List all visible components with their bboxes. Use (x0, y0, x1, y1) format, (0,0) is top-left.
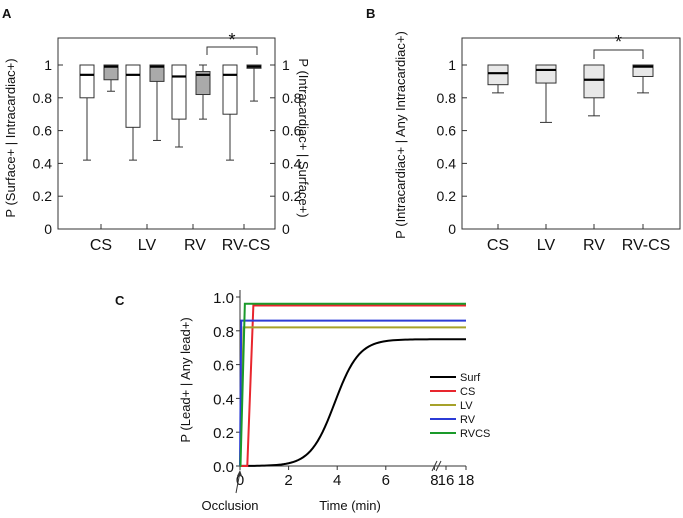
series-line-surf (239, 338, 467, 467)
y-tick-label-left: 0.8 (33, 90, 53, 106)
box (195, 71, 211, 96)
legend-label: Surf (460, 372, 481, 384)
y-tick-label-left: 0 (44, 221, 52, 237)
category-label: LV (537, 237, 556, 254)
plot-frame (57, 37, 276, 230)
y-tick-label-left: 1 (44, 57, 52, 73)
panel-c: C 0.0 0.2 0.4 0.6 0.8 1.0 P (Lead+ | Any lead+)… (115, 290, 490, 513)
series-line-cs (240, 304, 466, 467)
series-line-rv (239, 319, 466, 467)
y-tick-label-right: 0 (282, 221, 290, 237)
significance-bracket (593, 49, 644, 59)
axis-break-mark (431, 460, 438, 472)
x-tick-label: 16 (438, 472, 455, 489)
x-tick-label: 8 (430, 472, 438, 489)
y-tick-label: 0.0 (213, 459, 234, 476)
legend-label: RV (460, 414, 476, 426)
y-tick-label-left: 0.4 (33, 155, 53, 171)
panel-letter: A (2, 6, 12, 21)
panel-b: B 0 0.2 0.4 0.6 0.8 1 P (Intracardiac+ | Any In… (366, 6, 681, 254)
y-tick-label: 0.4 (437, 155, 457, 171)
x-tick-label: 0 (236, 472, 244, 489)
y-tick-label-right: 0.2 (282, 188, 302, 204)
plot-frame (461, 37, 681, 230)
y-tick-label-right: 1 (282, 57, 290, 73)
axis-break-mark (435, 460, 442, 472)
category-label: RV (184, 237, 206, 254)
y-tick-label-right: 0.8 (282, 90, 302, 106)
legend-label: RVCS (460, 428, 490, 440)
y-axis-label-left: P (Surface+ | Intracardiac+) (3, 58, 18, 217)
x-tick-label: 2 (284, 472, 292, 489)
y-tick-label: 0.2 (213, 425, 234, 442)
category-label: LV (138, 237, 157, 254)
x-axis-label: Time (min) (319, 498, 381, 513)
series-line-rvcs (239, 302, 466, 467)
y-tick-label: 0.2 (437, 188, 457, 204)
y-tick-label-left: 0.6 (33, 123, 53, 139)
box (535, 64, 557, 84)
box (149, 64, 165, 82)
box (125, 64, 141, 128)
y-tick-label: 1 (448, 57, 456, 73)
y-tick-label: 0.6 (437, 123, 457, 139)
box (222, 64, 238, 115)
category-label: RV-CS (622, 237, 671, 254)
y-axis-label: P (Intracardiac+ | Any Intracardiac+) (393, 31, 408, 239)
y-tick-label: 0.8 (213, 324, 234, 341)
y-axis-label: P (Lead+ | Any lead+) (178, 317, 193, 442)
category-label: CS (487, 237, 509, 254)
box (171, 64, 187, 120)
panel-letter: B (366, 6, 375, 21)
category-label: RV-CS (222, 237, 271, 254)
category-label: RV (583, 237, 605, 254)
box (487, 64, 509, 86)
significance-star: * (615, 32, 622, 52)
occlusion-arrowhead (237, 470, 242, 476)
legend-label: LV (460, 400, 473, 412)
y-tick-label-right: 0.6 (282, 123, 302, 139)
panel-letter: C (115, 293, 125, 308)
y-tick-label: 0.6 (213, 358, 234, 375)
x-tick-label: 18 (458, 472, 475, 489)
y-tick-label-left: 0.2 (33, 188, 53, 204)
x-tick-label: 6 (382, 472, 390, 489)
y-tick-label: 0.8 (437, 90, 457, 106)
occlusion-label: Occlusion (201, 498, 258, 513)
significance-bracket (206, 46, 258, 55)
box (583, 64, 605, 99)
y-axis-label-right: P (Intracardiac+ | Surface+) (296, 58, 311, 217)
y-tick-label: 0 (448, 221, 456, 237)
category-label: CS (90, 237, 112, 254)
panel-a: A 0 0 0.2 0.2 0.4 0.4 0.6 0.6 0.8 0.8 1 1 P (Surface+… (2, 6, 311, 254)
x-tick-label: 4 (333, 472, 341, 489)
y-tick-label-right: 0.4 (282, 155, 302, 171)
legend-label: CS (460, 386, 475, 398)
box (79, 64, 95, 99)
significance-star: * (228, 30, 235, 50)
y-tick-label: 1.0 (213, 290, 234, 307)
series-line-lv (239, 326, 466, 467)
box (632, 64, 654, 77)
y-tick-label: 0.4 (213, 391, 234, 408)
box (103, 64, 119, 81)
